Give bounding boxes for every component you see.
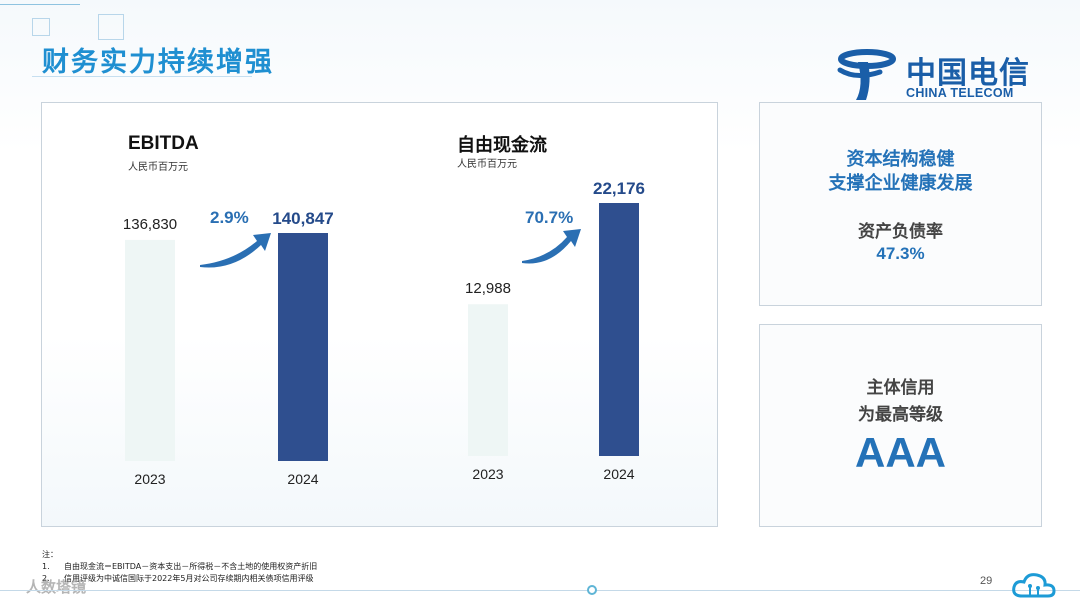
fcf-year-label-2024: 2024	[603, 466, 635, 482]
china-telecom-logo: 中国电信 CHINA TELECOM	[836, 46, 1046, 104]
fcf-value-label-2024: 22,176	[593, 179, 645, 198]
debt-ratio-label: 资产负债率	[858, 222, 943, 242]
page-title: 财务实力持续增强	[42, 47, 274, 78]
fcf-bar-2024	[599, 203, 639, 456]
ebitda-growth-arrow-icon	[200, 233, 271, 268]
fcf-bar-2023	[468, 304, 508, 456]
fcf-growth-label: 70.7%	[525, 208, 574, 227]
title-underline	[32, 76, 252, 77]
notes-header: 注：	[42, 550, 58, 559]
footer-divider	[0, 590, 1080, 591]
fcf-chart-title: 自由现金流	[457, 135, 547, 156]
capital-structure-panel: 资本结构稳健 支撑企业健康发展 资产负债率 47.3%	[759, 102, 1042, 306]
note-text: 自由现金流＝EBITDA－资本支出－所得税－不含土地的使用权资产折旧	[64, 562, 318, 571]
ebitda-value-label-2023: 136,830	[122, 215, 178, 233]
note-number: 2.	[42, 574, 50, 583]
decor-line	[0, 4, 80, 5]
cloud-network-icon	[1012, 573, 1056, 598]
ebitda-chart-title: EBITDA	[128, 133, 199, 154]
watermark-text: 人数塔镜	[26, 578, 87, 596]
ebitda-year-label-2023: 2023	[134, 471, 166, 487]
capital-line2: 支撑企业健康发展	[828, 173, 973, 194]
logo-english-text: CHINA TELECOM	[906, 86, 1014, 100]
fcf-year-label-2023: 2023	[472, 466, 504, 482]
logo-chinese-text: 中国电信	[906, 56, 1030, 91]
page-number: 29	[980, 575, 993, 587]
ebitda-value-label-2024: 140,847	[272, 209, 334, 228]
note-item-2: 2. 信用评级为中诚信国际于2022年5月对公司存续期内相关债项信用评级	[42, 573, 317, 585]
decor-square	[32, 18, 50, 36]
footnotes: 注： 1. 自由现金流＝EBITDA－资本支出－所得税－不含土地的使用权资产折旧 …	[42, 549, 317, 585]
note-number: 1.	[42, 562, 50, 571]
fcf-value-label-2023: 12,988	[465, 280, 511, 298]
credit-rating-panel: 主体信用 为最高等级 AAA	[759, 324, 1042, 527]
decor-square	[98, 14, 124, 40]
china-telecom-emblem-icon	[837, 49, 896, 100]
credit-line2: 为最高等级	[858, 405, 943, 425]
footer-circle-icon	[587, 585, 597, 595]
ebitda-growth-label: 2.9%	[210, 208, 249, 227]
ebitda-bar-2024	[278, 233, 328, 461]
fcf-chart-unit: 人民币百万元	[457, 159, 517, 170]
capital-line1: 资本结构稳健	[846, 149, 955, 170]
credit-rating-value: AAA	[855, 429, 946, 476]
note-item-1: 1. 自由现金流＝EBITDA－资本支出－所得税－不含土地的使用权资产折旧	[42, 561, 317, 573]
ebitda-bar-2023	[125, 239, 175, 461]
note-text: 信用评级为中诚信国际于2022年5月对公司存续期内相关债项信用评级	[64, 574, 314, 583]
ebitda-chart-unit: 人民币百万元	[128, 162, 188, 173]
credit-line1: 主体信用	[866, 378, 935, 398]
bar-chart-area	[125, 203, 639, 461]
ebitda-year-label-2024: 2024	[287, 471, 319, 487]
debt-ratio-value: 47.3%	[876, 244, 925, 263]
financial-chart-panel: EBITDA 人民币百万元 自由现金流 人民币百万元 136,830 2023 14…	[41, 102, 718, 527]
fcf-growth-arrow-icon	[522, 229, 581, 264]
